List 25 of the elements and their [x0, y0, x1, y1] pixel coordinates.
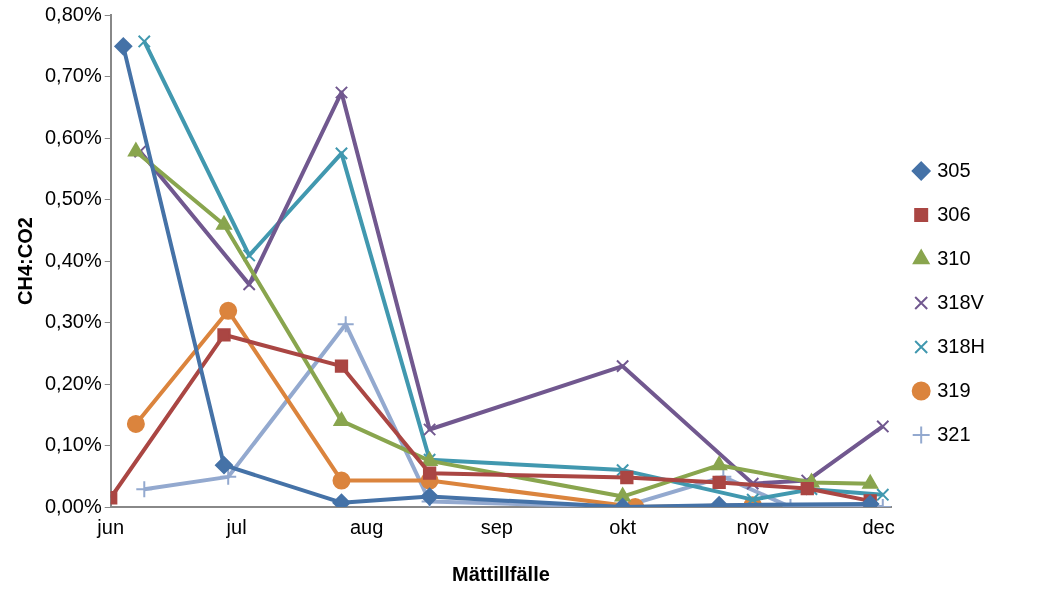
y-tick-label: 0,00%	[44, 494, 102, 517]
y-tick-label: 0,20%	[44, 371, 102, 394]
y-tick-label: 0,50%	[44, 187, 102, 210]
y-tick-label: 0,30%	[44, 310, 102, 333]
y-tick-label: 0,40%	[44, 248, 102, 271]
y-tick-label: 0,80%	[44, 2, 102, 25]
legend-label: 310	[937, 246, 971, 269]
x-tick-label: okt	[609, 515, 637, 538]
x-tick-label: jul	[225, 515, 247, 538]
legend-label: 318H	[937, 334, 985, 357]
x-tick-label: dec	[862, 515, 895, 538]
legend-label: 318V	[937, 290, 985, 313]
x-tick-label: aug	[349, 515, 384, 538]
x-tick-label: sep	[480, 515, 513, 538]
legend-label: 321	[937, 422, 971, 445]
legend-label: 306	[937, 202, 971, 225]
y-tick-label: 0,60%	[44, 125, 102, 148]
legend-label: 305	[937, 158, 971, 181]
legend-label: 319	[937, 378, 971, 401]
x-tick-label: jun	[96, 515, 125, 538]
y-axis-title: CH4:CO2	[13, 217, 36, 305]
x-tick-label: nov	[736, 515, 769, 538]
x-axis-title: Mättillfälle	[452, 562, 550, 585]
y-tick-label: 0,10%	[44, 433, 102, 456]
y-tick-label: 0,70%	[44, 64, 102, 87]
